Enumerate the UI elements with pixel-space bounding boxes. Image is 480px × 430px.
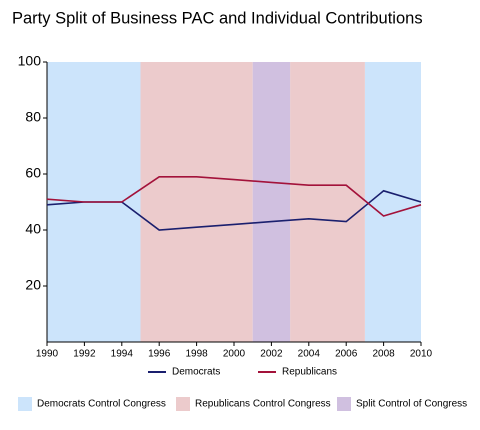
control-band (252, 62, 291, 342)
y-tick-label: 100 (18, 53, 42, 69)
series-line (46, 176, 422, 217)
legend-label: Democrats (172, 367, 220, 378)
control-band (140, 62, 253, 342)
legend-label: Republicans (282, 367, 337, 378)
x-tick-label: 2006 (335, 349, 358, 360)
x-tick-label: 2004 (298, 349, 321, 360)
legend-label: Republicans Control Congress (195, 399, 331, 410)
y-tick-label: 40 (25, 221, 41, 237)
legend-swatch (18, 397, 32, 411)
x-tick-label: 1998 (185, 349, 208, 360)
x-tick-label: 2002 (260, 349, 283, 360)
y-tick-label: 60 (25, 165, 41, 181)
legend-label: Democrats Control Congress (37, 399, 166, 410)
x-tick-label: 2010 (410, 349, 433, 360)
x-tick-label: 1996 (148, 349, 171, 360)
x-tick-label: 1990 (36, 349, 59, 360)
y-tick-label: 20 (25, 277, 41, 293)
chart-title: Party Split of Business PAC and Individu… (12, 9, 423, 27)
legend-label: Split Control of Congress (356, 399, 467, 410)
legend-swatch (337, 397, 351, 411)
y-tick-label: 80 (25, 109, 41, 125)
x-tick-label: 1994 (111, 349, 134, 360)
legend-swatch (176, 397, 190, 411)
x-tick-label: 2000 (223, 349, 246, 360)
control-band (364, 62, 421, 342)
x-tick-label: 1992 (73, 349, 96, 360)
control-band (290, 62, 365, 342)
x-tick-label: 2008 (372, 349, 395, 360)
